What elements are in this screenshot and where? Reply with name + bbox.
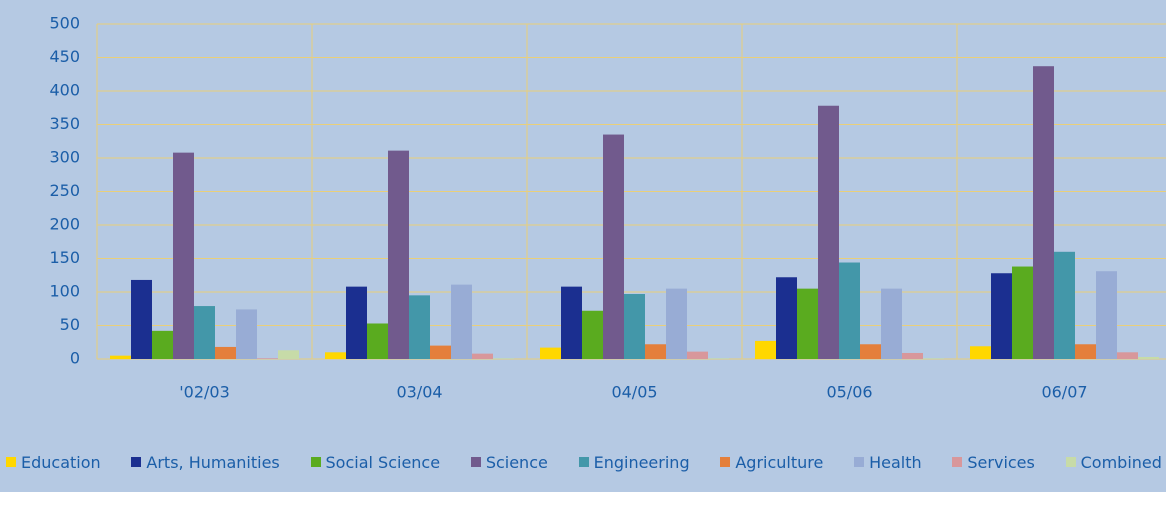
x-tick-label: 05/06 [826, 383, 872, 402]
bar [409, 295, 430, 359]
legend-label: Services [967, 452, 1035, 472]
bar [152, 330, 173, 359]
legend-label: Combined [1080, 452, 1162, 472]
legend-swatch [6, 457, 16, 467]
y-tick-label: 150 [49, 248, 80, 267]
y-tick-label: 0 [70, 349, 80, 368]
bar [776, 277, 797, 359]
legend-item: Engineering [578, 452, 690, 472]
x-tick-label: 03/04 [396, 383, 442, 402]
bar [923, 358, 944, 359]
bar [493, 358, 514, 359]
y-tick-label: 400 [49, 81, 80, 100]
bar [797, 288, 818, 359]
bar [991, 273, 1012, 359]
bar [1033, 66, 1054, 360]
bar [624, 294, 645, 359]
bar [173, 152, 194, 359]
legend-swatch [310, 457, 321, 467]
y-tick-label: 500 [49, 14, 80, 33]
bar [1012, 266, 1033, 359]
bar [1075, 344, 1096, 359]
legend-item: Social Science [310, 452, 441, 472]
legend-swatch [720, 457, 731, 467]
legend-item: Education [6, 453, 101, 472]
bar [1096, 271, 1117, 359]
bar [472, 353, 493, 359]
legend-item: Agriculture [720, 453, 823, 472]
x-tick-label: '02/03 [179, 383, 230, 402]
bar [839, 262, 860, 359]
bar [278, 350, 299, 359]
bar [666, 288, 687, 359]
legend-label: Social Science [325, 452, 441, 472]
bar [1138, 356, 1159, 359]
y-tick-label: 250 [49, 181, 80, 200]
bar [708, 358, 729, 359]
bar [215, 346, 236, 359]
bar [236, 309, 257, 359]
bar [346, 286, 367, 359]
bar [367, 323, 388, 359]
legend-item: Health [854, 453, 922, 472]
y-tick-label: 50 [60, 315, 80, 334]
legend-item: Services [952, 452, 1035, 472]
bar [818, 105, 839, 360]
bar [110, 355, 131, 359]
y-tick-label: 200 [49, 215, 80, 234]
bar [451, 284, 472, 359]
legend-swatch [952, 457, 963, 467]
legend-item: Science [470, 452, 548, 472]
bar [603, 134, 624, 359]
legend-swatch [854, 457, 865, 467]
bar [1054, 251, 1075, 359]
x-tick-label: 06/07 [1041, 383, 1087, 402]
bar [540, 347, 561, 359]
legend: Education Arts, Humanities Social Science S… [6, 449, 1162, 475]
bar [970, 346, 991, 359]
legend-item: Arts, Humanities [131, 452, 280, 472]
legend-label: Engineering [593, 452, 690, 472]
bar [860, 344, 881, 359]
bar [561, 286, 582, 359]
legend-swatch [131, 457, 142, 467]
bar [902, 352, 923, 359]
y-tick-label: 450 [49, 47, 80, 66]
bar [388, 150, 409, 359]
x-tick-label: 04/05 [611, 383, 657, 402]
bar [755, 340, 776, 359]
y-tick-label: 100 [49, 282, 80, 301]
y-tick-label: 300 [49, 148, 80, 167]
legend-label: Agriculture [735, 452, 824, 472]
legend-label: Health [869, 452, 922, 472]
legend-label: Education [21, 452, 101, 472]
legend-swatch [578, 457, 589, 467]
legend-swatch [1065, 457, 1076, 467]
bar [582, 310, 603, 359]
bar [131, 279, 152, 359]
bar [1117, 352, 1138, 359]
legend-swatch [470, 457, 481, 467]
legend-label: Science [485, 452, 548, 472]
bar [645, 344, 666, 359]
background [0, 0, 1166, 492]
bar [687, 351, 708, 359]
legend-label: Arts, Humanities [146, 452, 280, 472]
bar [881, 288, 902, 359]
bar [257, 358, 278, 359]
y-tick-label: 350 [49, 114, 80, 133]
bar [194, 306, 215, 359]
bar [430, 345, 451, 359]
bar [325, 352, 346, 359]
legend-item: Combined [1065, 452, 1162, 472]
